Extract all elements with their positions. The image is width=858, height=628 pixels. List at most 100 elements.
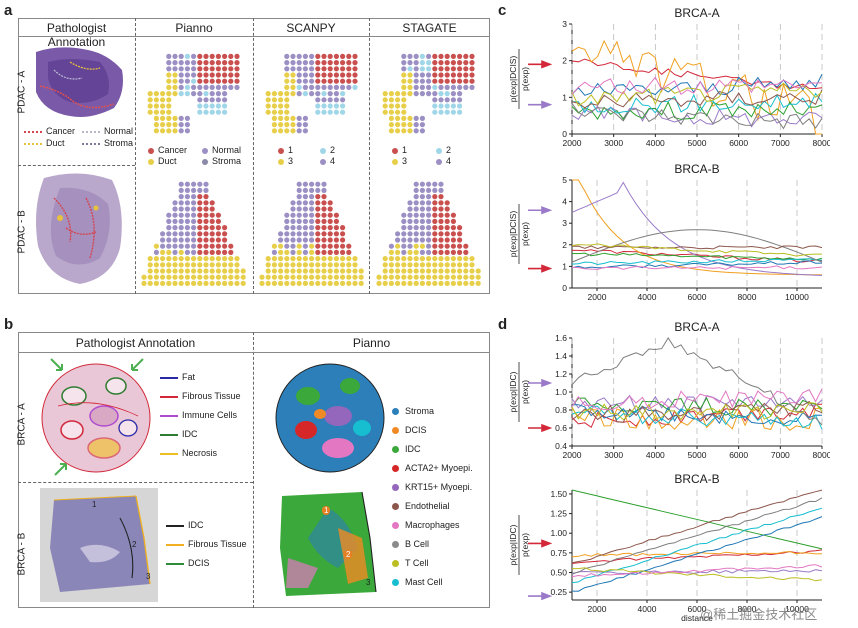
- spot: [215, 212, 221, 218]
- spot: [401, 72, 407, 78]
- spot: [395, 97, 401, 103]
- spot: [184, 225, 190, 231]
- spot: [215, 91, 221, 97]
- spot: [395, 268, 401, 274]
- legend-label: 1: [402, 145, 408, 155]
- spot: [309, 72, 315, 78]
- spot: [166, 218, 172, 224]
- pianno-map-brca-b: [280, 491, 377, 596]
- spot-map-scanpy-a: [265, 53, 358, 134]
- spot: [438, 237, 444, 243]
- spot: [290, 84, 296, 90]
- spot: [407, 84, 413, 90]
- spot: [209, 72, 215, 78]
- spot: [333, 268, 339, 274]
- spot: [302, 53, 308, 59]
- spot: [309, 256, 315, 262]
- x-tick-label: 6000: [729, 138, 748, 148]
- spot: [153, 91, 159, 97]
- spot: [271, 128, 277, 134]
- spot: [395, 243, 401, 249]
- spot: [234, 72, 240, 78]
- spot: [166, 72, 172, 78]
- spot: [191, 212, 197, 218]
- spot-map-stagate-b: [376, 181, 481, 286]
- legend-swatch: [82, 130, 100, 133]
- spot: [401, 109, 407, 115]
- spot: [457, 109, 463, 115]
- spot: [401, 249, 407, 255]
- x-tick-label: 2000: [588, 292, 607, 302]
- legend-dot: [392, 522, 399, 530]
- spot: [153, 103, 159, 109]
- spot: [426, 218, 432, 224]
- spot: [284, 225, 290, 231]
- spot: [296, 274, 302, 280]
- y-tick-label: 1.6: [555, 333, 567, 343]
- spot: [309, 60, 315, 66]
- spot: [321, 231, 327, 237]
- spot: [419, 262, 425, 268]
- spot: [203, 274, 209, 280]
- spot: [407, 200, 413, 206]
- spot: [315, 243, 321, 249]
- spot: [191, 200, 197, 206]
- spot: [327, 109, 333, 115]
- spot: [197, 262, 203, 268]
- spot: [426, 237, 432, 243]
- spot: [166, 237, 172, 243]
- spot: [321, 243, 327, 249]
- spot: [413, 237, 419, 243]
- spot: [290, 218, 296, 224]
- spot: [209, 78, 215, 84]
- spot: [228, 243, 234, 249]
- spot: [228, 262, 234, 268]
- chart-d-brca-b: BRCA-B 2000 4000 6000 8000 10000 0.25 0.50 0.75 1…: [508, 472, 823, 622]
- series-line: [571, 245, 823, 250]
- spot: [166, 66, 172, 72]
- spot: [352, 84, 358, 90]
- arrow-marker-2: [131, 358, 144, 371]
- spot: [457, 249, 463, 255]
- spot: [172, 243, 178, 249]
- spot: [228, 78, 234, 84]
- spot: [419, 243, 425, 249]
- legend-label: Mast Cell: [405, 577, 443, 587]
- spot: [388, 103, 394, 109]
- spot: [222, 60, 228, 66]
- spot: [419, 194, 425, 200]
- legend-dot: [392, 560, 399, 568]
- x-tick-label: 2000: [563, 450, 582, 460]
- spot: [401, 66, 407, 72]
- spot: [172, 53, 178, 59]
- spot: [290, 206, 296, 212]
- series-line: [571, 76, 823, 96]
- spot: [321, 91, 327, 97]
- spot: [296, 218, 302, 224]
- spot: [432, 249, 438, 255]
- spot: [296, 115, 302, 121]
- spot: [228, 268, 234, 274]
- spot: [463, 280, 469, 286]
- panel-letter-c: c: [498, 2, 507, 19]
- spot: [315, 212, 321, 218]
- legend-label: T Cell: [405, 558, 429, 568]
- stagate-legend-2: 2: [436, 145, 451, 155]
- scanpy-legend-1: 1: [278, 145, 293, 155]
- spot: [438, 84, 444, 90]
- spot: [315, 274, 321, 280]
- legend-duct: Duct: [24, 138, 65, 148]
- spot: [209, 103, 215, 109]
- spot: [290, 60, 296, 66]
- spot: [419, 122, 425, 128]
- arrow-indicator: [528, 100, 553, 109]
- spot: [333, 66, 339, 72]
- spot: [340, 225, 346, 231]
- spot: [172, 225, 178, 231]
- spot: [184, 187, 190, 193]
- spot: [178, 243, 184, 249]
- spot: [302, 78, 308, 84]
- spot: [407, 280, 413, 286]
- spot: [438, 66, 444, 72]
- spot: [413, 218, 419, 224]
